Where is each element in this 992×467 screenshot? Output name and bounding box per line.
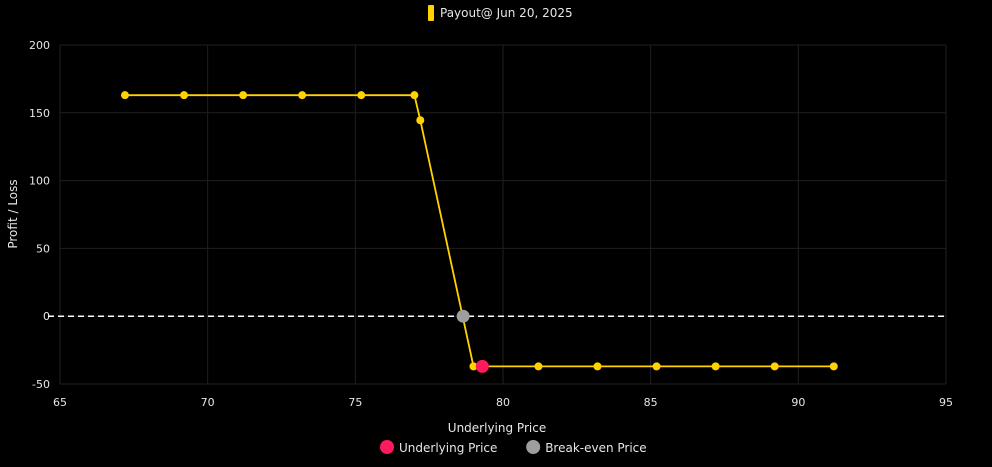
x-tick-label: 90 xyxy=(791,396,805,409)
payout-point[interactable] xyxy=(410,91,419,100)
break-even-pricemarker[interactable] xyxy=(456,309,470,323)
payout-point[interactable] xyxy=(829,362,838,371)
x-tick-label: 80 xyxy=(496,396,510,409)
payout-point[interactable] xyxy=(416,116,425,125)
payout-point[interactable] xyxy=(652,362,661,371)
legend-label: Underlying Price xyxy=(399,441,497,455)
x-axis-label: Underlying Price xyxy=(448,421,546,435)
legend-swatch xyxy=(526,440,541,454)
axes: 65 70 75 80 85 90 95 -50 0 50 100 150 200 xyxy=(29,39,953,409)
payout-point[interactable] xyxy=(593,362,602,371)
x-tick-label: 75 xyxy=(348,396,362,409)
legend-label: Break-even Price xyxy=(545,441,646,455)
payout-line xyxy=(124,94,834,368)
y-axis-label: Profit / Loss xyxy=(6,179,20,248)
legend-item-break-even-price[interactable]: Break-even Price xyxy=(526,440,647,455)
payout-point[interactable] xyxy=(770,362,779,371)
payout-point[interactable] xyxy=(239,91,248,100)
series-layer xyxy=(120,91,838,371)
payout-point[interactable] xyxy=(711,362,720,371)
y-tick-label: 200 xyxy=(29,39,50,52)
payout-point[interactable] xyxy=(469,362,478,371)
y-tick-label: 150 xyxy=(29,107,50,120)
payout-point[interactable] xyxy=(180,91,189,100)
y-tick-label: 0 xyxy=(43,310,50,323)
payout-point[interactable] xyxy=(298,91,307,100)
x-tick-label: 65 xyxy=(53,396,67,409)
legend-item-underlying-price[interactable]: Underlying Price xyxy=(380,440,497,455)
marker-layer xyxy=(456,309,489,373)
x-tick-label: 70 xyxy=(201,396,215,409)
legend-top-swatch xyxy=(428,5,434,21)
payout-point[interactable] xyxy=(534,362,543,371)
underlying-pricemarker[interactable] xyxy=(475,359,489,373)
legend-top-label: Payout@ Jun 20, 2025 xyxy=(440,6,573,20)
payout-point[interactable] xyxy=(120,91,129,100)
x-tick-label: 95 xyxy=(939,396,953,409)
y-tick-label: -50 xyxy=(32,378,50,391)
legend-bottom: Underlying Price Break-even Price xyxy=(380,440,647,455)
x-tick-label: 85 xyxy=(644,396,658,409)
legend-top[interactable]: Payout@ Jun 20, 2025 xyxy=(428,5,573,21)
y-tick-label: 50 xyxy=(36,242,50,255)
y-tick-label: 100 xyxy=(29,175,50,188)
payout-point[interactable] xyxy=(357,91,366,100)
legend-swatch xyxy=(380,440,394,454)
